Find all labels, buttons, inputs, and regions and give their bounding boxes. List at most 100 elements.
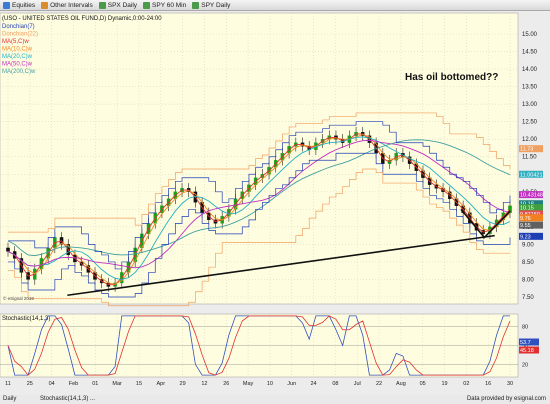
toolbar-item-3[interactable]: SPY 60 Min — [143, 1, 187, 9]
stochastic-tag-1 — [519, 346, 539, 354]
toolbar: Equities Other Intervals SPX Daily SPY 60 M… — [0, 0, 550, 11]
donchian22-upper — [8, 112, 511, 233]
candle-body — [6, 247, 10, 252]
ma-line-3 — [7, 139, 511, 269]
donchian7-lower — [8, 152, 511, 298]
price-tag-0-label: 11.00421 — [520, 172, 543, 178]
y-tick-label: 7.50 — [522, 295, 534, 301]
ma-line-2 — [7, 136, 511, 280]
intervals-icon — [41, 1, 49, 9]
price-tag-3 — [519, 204, 543, 212]
legend-entry-6: MA(200,C)w — [2, 69, 36, 75]
support-trendline — [67, 234, 495, 297]
price-tag-6 — [519, 221, 543, 229]
toolbar-item-1[interactable]: Other Intervals — [41, 1, 93, 9]
y-tick-label: 14.00 — [522, 67, 538, 73]
y-tick-label: 12.00 — [522, 137, 538, 143]
price-tag-1-label: 10.43148 — [520, 193, 543, 199]
y-tick-label: 8.50 — [522, 260, 534, 266]
x-tick-label: 08 — [332, 381, 338, 387]
ma-line-0 — [7, 133, 511, 286]
stochastic-tag-label-1: 45.18 — [520, 348, 534, 354]
price-tag-5 — [519, 214, 543, 222]
legend-entry-1: Donchian(22) — [2, 32, 38, 38]
chart-icon — [192, 1, 200, 9]
x-tick-label: 19 — [441, 381, 447, 387]
x-tick-label: Feb — [69, 381, 78, 387]
watermark: © eSignal 2019 — [3, 295, 34, 301]
legend-entry-0: Donchian(7) — [2, 24, 35, 30]
price-tag-top — [519, 145, 543, 153]
stochastic-d-line — [7, 315, 511, 376]
donchian7-upper — [8, 121, 511, 270]
toolbar-item-label: SPY 60 Min — [152, 1, 187, 9]
x-tick-label: Mar — [112, 381, 122, 387]
chart-icon — [143, 1, 151, 9]
annotation-text: Has oil bottomed?? — [405, 72, 498, 83]
x-tick-label: 04 — [49, 381, 55, 387]
ma-line-4 — [7, 139, 511, 257]
x-tick-label: Jun — [287, 381, 296, 387]
stochastic-level-label: 20 — [522, 362, 528, 368]
stochastic-title: Stochastic(14,1,3) — [2, 316, 50, 322]
x-tick-label: Apr — [157, 381, 166, 387]
y-tick-label: 13.50 — [522, 85, 538, 91]
y-tick-label: 9.00 — [522, 242, 534, 248]
price-tag-7 — [519, 232, 543, 240]
y-tick-label: 12.50 — [522, 120, 538, 126]
price-tag-0 — [519, 170, 543, 178]
toolbar-item-label: SPX Daily — [107, 1, 138, 9]
legend-entry-2: MA(5,C)w — [2, 39, 29, 45]
price-tag-7-label: 9.23 — [520, 234, 531, 240]
x-tick-label: 15 — [136, 381, 142, 387]
y-tick-label: 8.00 — [522, 277, 534, 283]
toolbar-item-2[interactable]: SPX Daily — [98, 1, 138, 9]
equities-icon — [3, 1, 10, 9]
y-tick-label: 14.50 — [522, 50, 538, 56]
x-tick-label: 10 — [267, 381, 273, 387]
legend-entry-5: MA(50,C)w — [2, 62, 33, 68]
x-tick-label: 25 — [27, 381, 33, 387]
toolbar-item-label: Other Intervals — [50, 1, 93, 9]
x-tick-label: 26 — [223, 381, 229, 387]
x-tick-label: 22 — [376, 381, 382, 387]
toolbar-item-4[interactable]: SPY Daily — [192, 1, 231, 9]
footer: Daily Stochastic(14,1,3) ... Data provid… — [0, 395, 550, 404]
stochastic-level-label: 80 — [522, 325, 528, 331]
x-tick-label: 16 — [485, 381, 491, 387]
footer-data-provider: Data provided by esignal.com — [466, 396, 546, 402]
price-tag-4 — [519, 210, 543, 218]
x-tick-label: 11 — [5, 381, 11, 387]
bottom-v-annotation — [460, 208, 511, 239]
price-tag-5-label: 9.76 — [520, 216, 531, 222]
legend-entry-4: MA(20,C)w — [2, 54, 33, 60]
x-tick-label: 01 — [92, 381, 98, 387]
x-tick-label: May — [243, 381, 254, 387]
y-tick-label: 11.50 — [522, 155, 537, 161]
toolbar-item-label: SPY Daily — [201, 1, 231, 9]
x-tick-label: 02 — [463, 381, 469, 387]
price-tag-top-label: 11.73 — [520, 147, 533, 153]
price-tag-1 — [519, 191, 543, 199]
stochastic-tag-0 — [519, 338, 539, 346]
footer-study-tabs[interactable]: Stochastic(14,1,3) ... — [40, 396, 96, 402]
stochastic-tag-label-0: 53.7 — [520, 340, 531, 346]
donchian22-lower — [8, 168, 510, 307]
price-tag-3-label: 10.15 — [520, 206, 534, 212]
price-tag-2 — [519, 200, 543, 208]
chart: 15.00 14.50 14.00 13.50 13.00 12.50 12.00 11.50… — [0, 11, 550, 395]
y-tick-label: 15.00 — [522, 32, 538, 38]
x-tick-label: Aug — [396, 381, 406, 387]
x-tick-label: 12 — [201, 381, 207, 387]
price-tag-6-label: 9.55 — [520, 223, 531, 229]
chart-title: (USO - UNITED STATES OIL FUND,D) Dynamic… — [2, 16, 162, 22]
x-tick-label: Jul — [354, 381, 361, 387]
x-tick-label: 29 — [180, 381, 186, 387]
toolbar-item-label: Equities — [12, 1, 36, 9]
toolbar-item-0[interactable]: Equities — [3, 1, 36, 9]
footer-interval[interactable]: Daily — [3, 396, 17, 402]
y-tick-label: 13.00 — [522, 102, 538, 108]
legend-entry-3: MA(10,C)w — [2, 47, 33, 53]
x-tick-label: 05 — [420, 381, 426, 387]
x-tick-label: 30 — [507, 381, 513, 387]
